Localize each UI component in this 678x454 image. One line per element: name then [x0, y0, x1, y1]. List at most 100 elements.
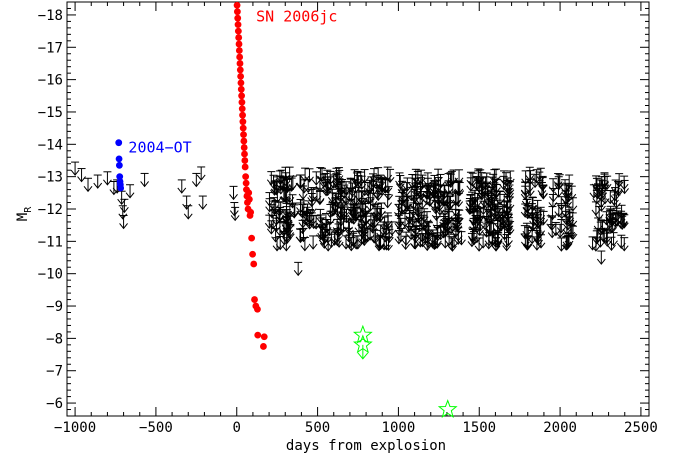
upper-limit-arrows: [70, 161, 629, 277]
upper-limit-arrow: [447, 170, 457, 186]
sn-point: [238, 92, 246, 100]
sn-point: [236, 66, 244, 74]
sn-point: [240, 137, 248, 145]
sn-point: [236, 60, 244, 67]
upper-limit-arrow: [487, 191, 497, 206]
upper-limit-arrow: [394, 230, 404, 245]
sn-point: [237, 85, 245, 93]
upper-limit-arrow: [423, 177, 433, 193]
upper-limit-arrow: [300, 167, 310, 182]
upper-limit-arrow: [551, 221, 561, 237]
upper-limit-arrow: [265, 192, 274, 207]
upper-limit-arrow: [556, 219, 566, 234]
upper-limit-arrow: [384, 186, 394, 201]
upper-limit-arrow: [387, 221, 397, 236]
upper-limit-arrow: [554, 183, 563, 198]
upper-limit-arrow: [491, 183, 501, 199]
upper-limit-arrow: [83, 177, 93, 193]
upper-limit-arrow: [457, 231, 466, 246]
y-tick-label: −13: [38, 170, 63, 186]
upper-limit-arrow: [70, 161, 80, 176]
y-tick-label: −17: [38, 40, 63, 56]
upper-limit-arrow: [315, 177, 325, 192]
ot-point: [115, 139, 123, 147]
upper-limit-arrow: [369, 229, 379, 244]
upper-limit-arrow: [609, 232, 618, 247]
sn-point: [254, 331, 262, 339]
upper-limit-arrow: [521, 192, 531, 207]
x-tick-label: 2500: [624, 420, 658, 436]
upper-limit-arrow: [526, 170, 535, 185]
green-limit-arrowhead: [357, 352, 369, 360]
upper-limit-arrow: [264, 214, 274, 229]
upper-limit-arrow: [404, 218, 414, 233]
upper-limit-arrow: [607, 236, 616, 252]
upper-limit-arrow: [589, 184, 599, 199]
upper-limit-arrow: [281, 188, 291, 204]
upper-limit-arrow: [326, 176, 335, 191]
upper-limit-arrow: [307, 192, 317, 208]
upper-limit-arrow: [272, 237, 282, 252]
sn-point: [234, 21, 242, 29]
upper-limit-arrow: [493, 219, 503, 235]
upper-limit-arrow: [495, 191, 505, 206]
sn-point: [239, 118, 247, 126]
upper-limit-arrow: [491, 168, 501, 183]
x-tick-label: −1000: [54, 420, 96, 436]
upper-limit-arrow: [605, 190, 615, 205]
upper-limit-arrow: [383, 194, 393, 209]
upper-limit-arrow: [373, 203, 382, 218]
upper-limit-arrow: [560, 179, 570, 194]
upper-limit-arrow: [351, 235, 361, 250]
upper-limit-arrow: [336, 182, 346, 197]
upper-limit-arrow: [177, 179, 187, 194]
upper-limit-arrow: [331, 197, 340, 212]
upper-limit-arrow: [299, 227, 308, 243]
sn-point: [242, 173, 250, 181]
x-tick-label: 0: [233, 420, 241, 436]
upper-limit-arrow: [454, 193, 464, 208]
upper-limit-arrow: [598, 220, 607, 235]
upper-limit-arrow: [567, 185, 577, 200]
y-tick-labels: −6 −7 −8 −9 −10 −11 −12 −13 −14 −15 −16 −17 −18: [38, 8, 63, 412]
upper-limit-arrow: [356, 171, 366, 186]
ot-point: [116, 173, 124, 181]
sn-point: [245, 195, 253, 203]
upper-limit-arrow: [431, 235, 440, 250]
upper-limit-arrow: [452, 214, 462, 229]
upper-limit-arrow: [444, 231, 454, 247]
upper-limit-arrow: [594, 205, 604, 221]
upper-limit-arrow: [399, 188, 409, 203]
2004-ot-series: [115, 139, 125, 192]
x-tick-label: 1000: [382, 420, 416, 436]
y-tick-label: −12: [38, 202, 63, 218]
upper-limit-arrow: [525, 166, 535, 182]
upper-limit-arrow: [373, 186, 383, 202]
upper-limit-arrow: [317, 217, 327, 232]
upper-limit-arrow: [229, 185, 238, 201]
upper-limit-arrow: [349, 204, 358, 219]
upper-limit-arrow: [562, 235, 572, 251]
upper-limit-arrow: [298, 219, 307, 235]
upper-limit-arrow: [119, 214, 128, 230]
annotation-2004-ot: 2004−OT: [128, 139, 191, 157]
sn-point: [245, 189, 253, 197]
sn-point: [241, 157, 249, 164]
upper-limit-arrow: [429, 183, 438, 198]
sn-point: [233, 1, 241, 9]
upper-limit-arrow: [614, 173, 624, 188]
y-tick-label: −9: [46, 299, 63, 315]
upper-limit-arrow: [619, 175, 629, 190]
sn-2006jc-series: [233, 1, 268, 350]
upper-limit-arrow: [478, 182, 487, 198]
sn-point: [237, 79, 245, 87]
upper-limit-arrow: [229, 202, 239, 217]
upper-limit-arrow: [299, 179, 309, 194]
upper-limit-arrow: [379, 236, 389, 251]
upper-limit-arrow: [602, 211, 611, 226]
upper-limit-arrow: [281, 172, 291, 187]
sn-point: [260, 333, 268, 341]
x-axis-title: days from explosion: [286, 438, 446, 454]
green-star: [352, 324, 373, 344]
upper-limit-arrow: [282, 206, 291, 221]
